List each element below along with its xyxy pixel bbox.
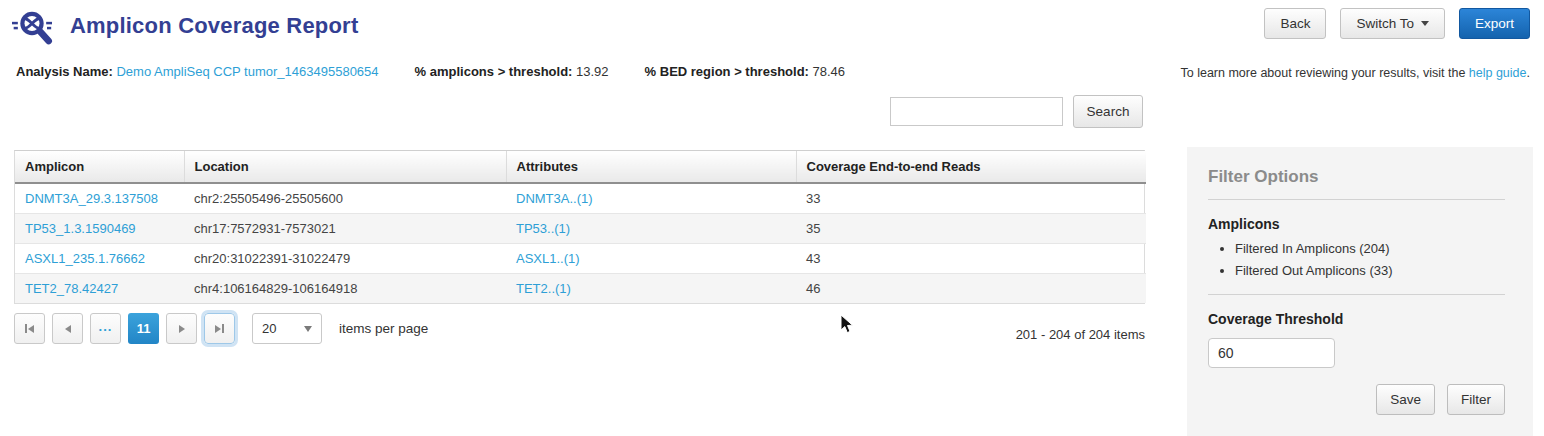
table-row: TET2_78.42427 chr4:106164829-106164918 T… xyxy=(15,274,1146,304)
next-page-icon xyxy=(179,325,185,333)
first-page-button[interactable] xyxy=(14,313,45,344)
column-header-coverage[interactable]: Coverage End-to-end Reads xyxy=(796,151,1146,183)
column-header-location[interactable]: Location xyxy=(184,151,506,183)
location-cell: chr4:106164829-106164918 xyxy=(184,274,506,304)
ellipsis-label: ... xyxy=(99,319,113,339)
location-cell: chr20:31022391-31022479 xyxy=(184,244,506,274)
amplicon-link[interactable]: TET2_78.42427 xyxy=(15,274,184,304)
current-page-button[interactable]: 11 xyxy=(128,313,159,344)
help-note-period: . xyxy=(1527,66,1530,80)
app-header: Amplicon Coverage Report xyxy=(12,6,358,46)
search-bar: Search xyxy=(890,95,1143,128)
location-cell: chr17:7572931-7573021 xyxy=(184,214,506,244)
column-header-attributes[interactable]: Attributes xyxy=(506,151,796,183)
next-page-button[interactable] xyxy=(166,313,197,344)
amplicon-link[interactable]: DNMT3A_29.3.137508 xyxy=(15,183,184,214)
info-bar: Analysis Name: Demo AmpliSeq CCP tumor_1… xyxy=(16,64,845,79)
column-header-amplicon[interactable]: Amplicon xyxy=(15,151,184,183)
mouse-cursor xyxy=(840,314,855,338)
page-size-select[interactable]: 20 xyxy=(252,313,322,344)
stat-label: % BED region > threshold: xyxy=(645,64,809,79)
table-row: TP53_1.3.1590469 chr17:7572931-7573021 T… xyxy=(15,214,1146,244)
header-buttons: Back Switch To Export xyxy=(1264,8,1530,39)
last-page-button[interactable] xyxy=(204,313,235,344)
amplicon-filter-list: Filtered In Amplicons (204) Filtered Out… xyxy=(1208,241,1505,278)
filter-button[interactable]: Filter xyxy=(1447,384,1505,415)
help-note: To learn more about reviewing your resul… xyxy=(1180,66,1530,80)
filter-options-panel: Filter Options Amplicons Filtered In Amp… xyxy=(1187,147,1533,436)
filtered-out-amplicons-item[interactable]: Filtered Out Amplicons (33) xyxy=(1235,263,1505,278)
help-note-text: To learn more about reviewing your resul… xyxy=(1180,66,1468,80)
magnifier-dna-icon xyxy=(12,6,62,46)
coverage-cell: 46 xyxy=(796,274,1146,304)
back-button[interactable]: Back xyxy=(1264,8,1326,39)
coverage-cell: 33 xyxy=(796,183,1146,214)
amplicon-link[interactable]: ASXL1_235.1.76662 xyxy=(15,244,184,274)
amplicons-heading: Amplicons xyxy=(1208,216,1505,232)
analysis-name: Analysis Name: Demo AmpliSeq CCP tumor_1… xyxy=(16,64,379,79)
amplicon-link[interactable]: TP53_1.3.1590469 xyxy=(15,214,184,244)
filtered-in-amplicons-item[interactable]: Filtered In Amplicons (204) xyxy=(1235,241,1505,256)
export-button[interactable]: Export xyxy=(1459,8,1530,39)
chevron-down-icon xyxy=(1421,21,1429,26)
search-button[interactable]: Search xyxy=(1073,95,1143,128)
dropdown-caret-icon xyxy=(304,326,312,332)
page-title: Amplicon Coverage Report xyxy=(70,13,358,39)
last-page-icon xyxy=(215,325,221,333)
page-size-value: 20 xyxy=(262,321,276,336)
table-row: DNMT3A_29.3.137508 chr2:25505496-2550560… xyxy=(15,183,1146,214)
divider xyxy=(1208,199,1505,200)
coverage-threshold-input[interactable] xyxy=(1208,338,1335,368)
stat-value: 13.92 xyxy=(576,64,609,79)
filter-panel-buttons: Save Filter xyxy=(1208,384,1505,415)
table-row: ASXL1_235.1.76662 chr20:31022391-3102247… xyxy=(15,244,1146,274)
analysis-name-link[interactable]: Demo AmpliSeq CCP tumor_1463495580654 xyxy=(116,64,378,79)
divider xyxy=(1208,294,1505,295)
save-button[interactable]: Save xyxy=(1376,384,1435,415)
stat-bed-region-threshold: % BED region > threshold: 78.46 xyxy=(645,64,846,79)
coverage-cell: 35 xyxy=(796,214,1146,244)
location-cell: chr2:25505496-25505600 xyxy=(184,183,506,214)
analysis-name-label: Analysis Name: xyxy=(16,64,113,79)
amplicon-coverage-report-page: Amplicon Coverage Report Back Switch To … xyxy=(0,0,1544,436)
items-per-page-label: items per page xyxy=(339,321,428,336)
attributes-link[interactable]: ASXL1..(1) xyxy=(506,244,796,274)
attributes-link[interactable]: TET2..(1) xyxy=(506,274,796,304)
search-input[interactable] xyxy=(890,97,1063,126)
table-header-row: Amplicon Location Attributes Coverage En… xyxy=(15,151,1146,183)
coverage-threshold-label: Coverage Threshold xyxy=(1208,311,1505,327)
prev-page-button[interactable] xyxy=(52,313,83,344)
more-pages-button[interactable]: ... xyxy=(90,313,121,344)
prev-page-icon xyxy=(65,325,71,333)
pagination: ... 11 20 items per page xyxy=(14,313,428,344)
amplicon-table: Amplicon Location Attributes Coverage En… xyxy=(14,150,1145,304)
attributes-link[interactable]: DNMT3A..(1) xyxy=(506,183,796,214)
items-range-label: 201 - 204 of 204 items xyxy=(945,327,1145,342)
stat-value: 78.46 xyxy=(813,64,846,79)
coverage-cell: 43 xyxy=(796,244,1146,274)
help-guide-link[interactable]: help guide xyxy=(1469,66,1527,80)
stat-label: % amplicons > threshold: xyxy=(415,64,573,79)
filter-options-title: Filter Options xyxy=(1208,167,1505,187)
switch-to-button[interactable]: Switch To xyxy=(1340,8,1445,39)
switch-to-label: Switch To xyxy=(1356,16,1414,31)
first-page-icon xyxy=(25,324,27,333)
stat-amplicons-threshold: % amplicons > threshold: 13.92 xyxy=(415,64,609,79)
attributes-link[interactable]: TP53..(1) xyxy=(506,214,796,244)
